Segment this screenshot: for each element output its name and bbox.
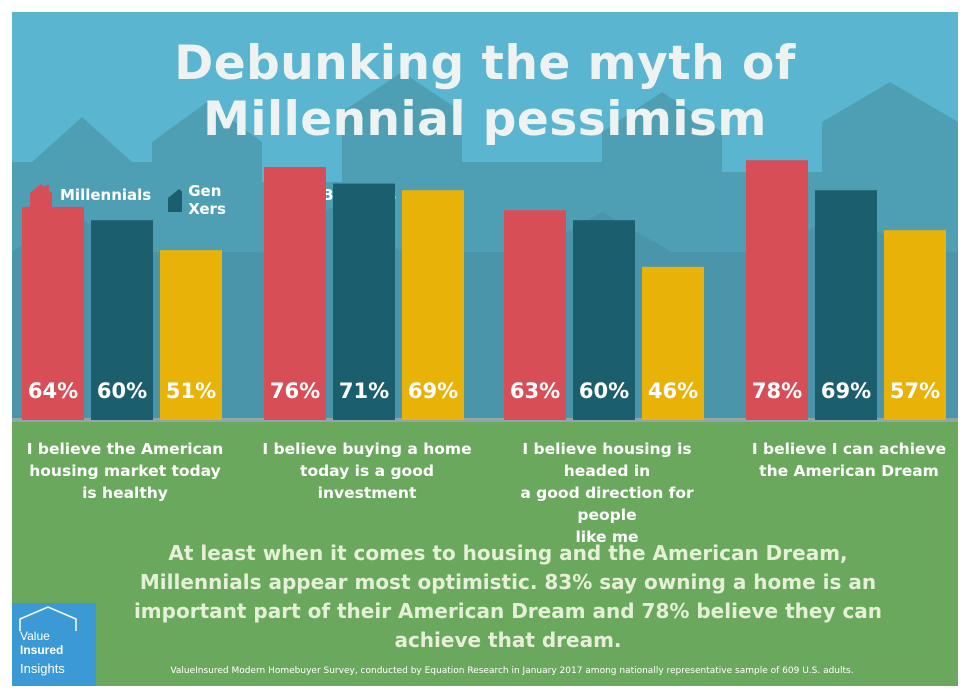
bar-boomers-3	[642, 266, 704, 420]
data-label-gen-xers-3: 60%	[579, 379, 629, 403]
bar-chart: 64% 60% 51% 76% 71% 69% 63% 60% 46% 78% 69% 57%	[22, 160, 946, 420]
legend-label: Millennials	[60, 186, 152, 204]
bar-gen-xers-1	[91, 220, 153, 420]
bar-boomers-4	[884, 230, 946, 420]
bar-gen-xers-3	[573, 220, 635, 420]
data-label-boomers-4: 57%	[890, 379, 940, 403]
data-label-gen-xers-4: 69%	[821, 379, 871, 403]
bar-boomers-2	[402, 190, 464, 420]
source-footnote: ValueInsured Modern Homebuyer Survey, co…	[170, 666, 854, 676]
page-title: Debunking the myth of Millennial pessimi…	[12, 36, 958, 148]
data-label-millennials-4: 78%	[752, 379, 802, 403]
category-label-line: is healthy	[82, 484, 168, 502]
data-label-boomers-2: 69%	[408, 379, 458, 403]
ground-line	[12, 418, 958, 422]
bar-millennials-4	[746, 160, 808, 420]
legend-item-gen-xers: Gen Xers	[166, 182, 236, 218]
category-label-line: I believe the American	[26, 440, 224, 458]
bar-boomers-1	[160, 250, 222, 420]
logo-line-2: Insured	[20, 643, 64, 657]
category-label-line: I believe buying a home	[262, 440, 472, 458]
bar-gen-xers-4	[815, 190, 877, 420]
category-label-3: I believe housing is headed in a good dir…	[497, 438, 717, 548]
bar-gen-xers-2	[333, 183, 395, 420]
data-label-gen-xers-1: 60%	[97, 379, 147, 403]
category-label-line: today is a good	[300, 462, 434, 480]
category-label-line: like me	[575, 528, 639, 546]
category-label-2: I believe buying a home today is a good in…	[257, 438, 477, 504]
category-label-line: the American Dream	[759, 462, 939, 480]
logo-line-1: Value	[20, 629, 50, 643]
data-label-boomers-1: 51%	[166, 379, 216, 403]
bar-millennials-1	[22, 206, 84, 420]
house-outline-icon	[19, 606, 77, 631]
category-label-line: housing market today	[29, 462, 221, 480]
title-line-1: Debunking the myth of	[174, 36, 796, 91]
grass-background	[12, 422, 958, 686]
category-label-4: I believe I can achieve the American Drea…	[739, 438, 958, 482]
bar-millennials-2	[264, 166, 326, 420]
bar-millennials-3	[504, 210, 566, 420]
infographic: Debunking the myth of Millennial pessimi…	[12, 12, 958, 686]
category-label-line: I believe I can achieve	[751, 440, 947, 458]
category-label-line: a good direction for people	[520, 484, 694, 524]
summary-text: At least when it comes to housing and th…	[133, 541, 883, 652]
data-label-gen-xers-2: 71%	[339, 379, 389, 403]
data-label-boomers-3: 46%	[648, 379, 698, 403]
legend-label: Gen Xers	[188, 182, 226, 218]
value-insured-logo: Value Insured Insights	[12, 603, 96, 686]
house-icon	[30, 184, 52, 207]
data-label-millennials-1: 64%	[28, 379, 78, 403]
logo-line-3: Insights	[20, 661, 65, 676]
category-label-1: I believe the American housing market tod…	[15, 438, 235, 504]
house-icon	[168, 189, 183, 212]
legend-item-millennials: Millennials	[28, 182, 151, 208]
data-label-millennials-3: 63%	[510, 379, 560, 403]
data-label-millennials-2: 76%	[270, 379, 320, 403]
category-label-line: I believe housing is headed in	[522, 440, 692, 480]
title-line-2: Millennial pessimism	[203, 92, 767, 147]
category-label-line: investment	[317, 484, 417, 502]
